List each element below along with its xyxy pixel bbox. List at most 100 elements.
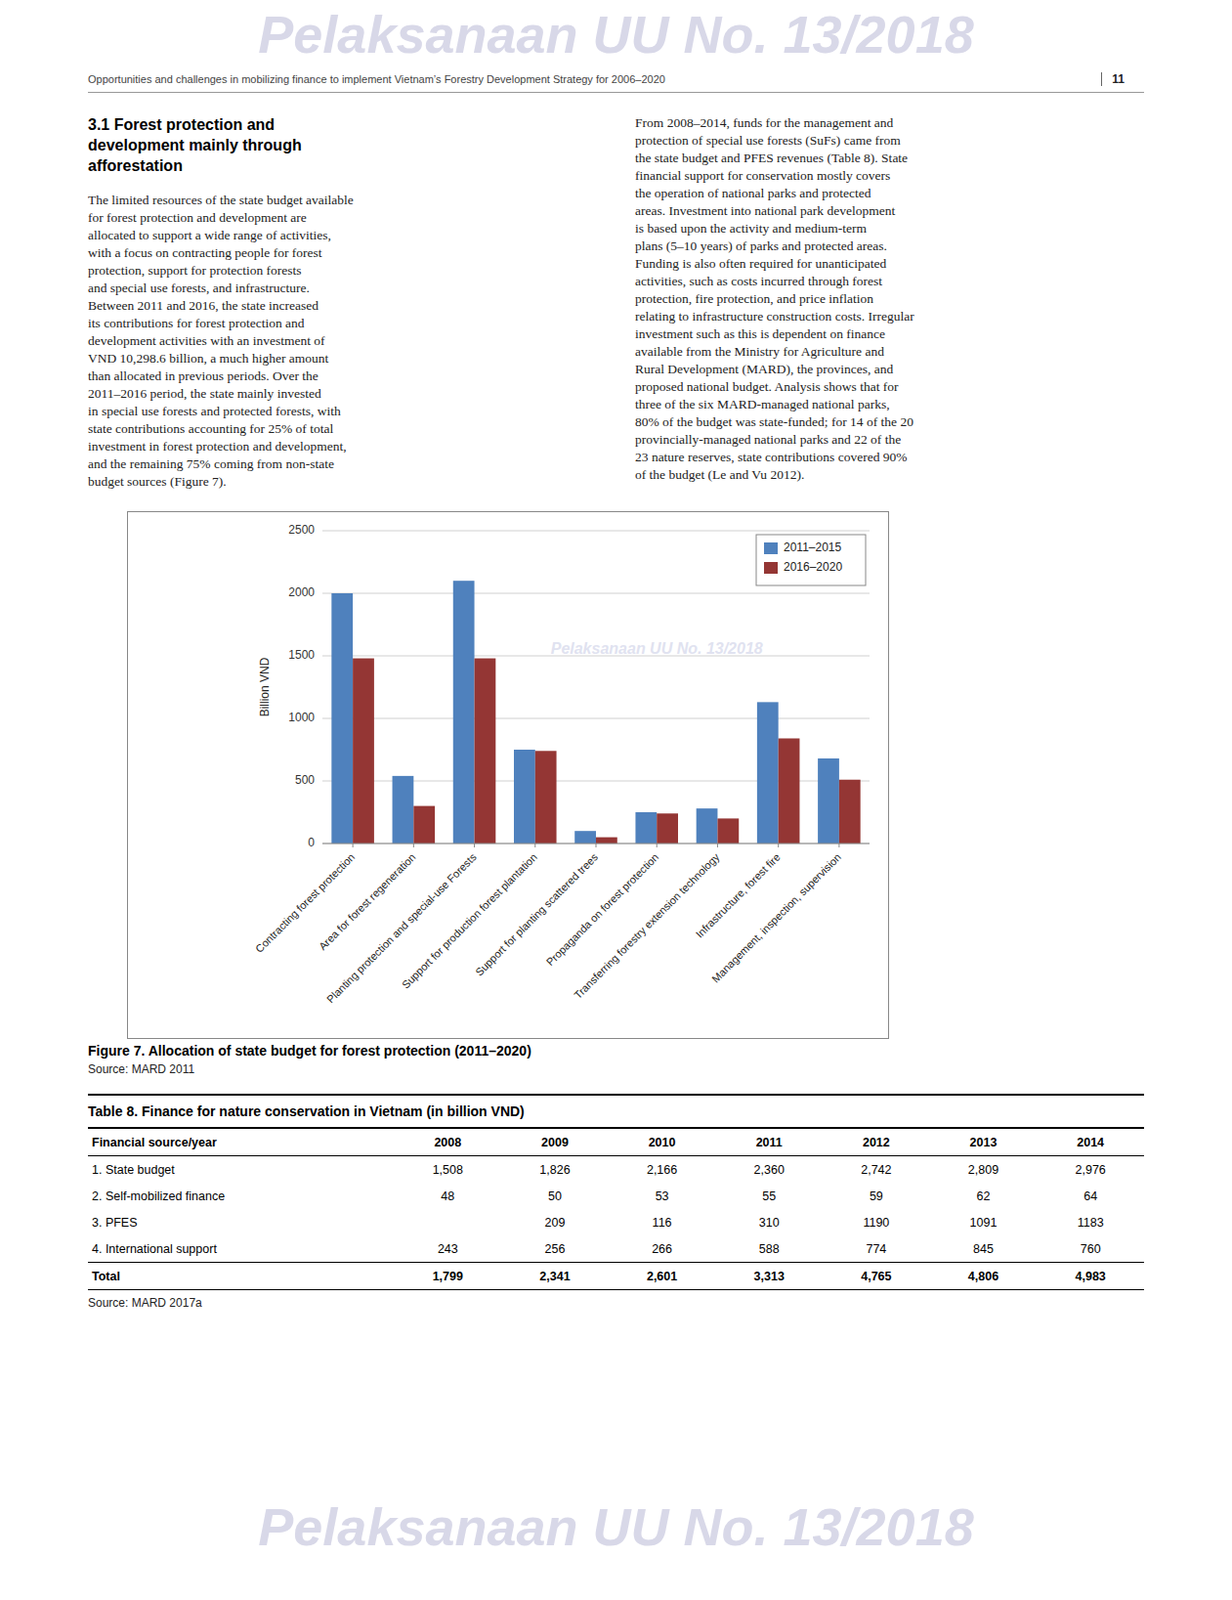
bar xyxy=(778,737,801,844)
body-line: 23 nature reserves, state contributions … xyxy=(635,448,1145,467)
bar xyxy=(595,837,618,844)
figure-caption-block: Figure 7. Allocation of state budget for… xyxy=(87,1042,1145,1076)
header: Opportunities and challenges in mobilizi… xyxy=(87,68,1145,93)
table-cell: 2,601 xyxy=(608,1262,717,1290)
y-tick-label: 0 xyxy=(307,835,315,850)
bar xyxy=(635,811,657,844)
body-line: The limited resources of the state budge… xyxy=(87,191,596,210)
table-row: 2. Self-mobilized finance48505355596264 xyxy=(87,1182,1145,1209)
body-line: protection, fire protection, and price i… xyxy=(635,290,1145,308)
table-cell: 3. PFES xyxy=(87,1208,394,1235)
table-source: Source: MARD 2017a xyxy=(87,1295,1145,1310)
figure-caption: Figure 7. Allocation of state budget for… xyxy=(87,1042,1145,1059)
body-line: for forest protection and development ar… xyxy=(87,209,596,227)
body-line: is based upon the activity and medium-te… xyxy=(635,219,1145,238)
y-tick-label: 2500 xyxy=(288,522,315,537)
table-cell: 209 xyxy=(501,1208,609,1235)
table-cell: 53 xyxy=(608,1182,717,1209)
y-tick-label: 1000 xyxy=(288,710,315,724)
x-tick-label: Support for planting scattered trees xyxy=(472,849,600,978)
header-divider xyxy=(1101,72,1103,86)
body-line: than allocated in previous periods. Over… xyxy=(87,367,596,385)
table-cell: 1,508 xyxy=(393,1155,502,1184)
bar xyxy=(513,749,536,844)
x-tick-label: Area for forest regeneration xyxy=(316,850,419,953)
body-line: the operation of national parks and prot… xyxy=(635,184,1145,203)
body-line: investment such as this is dependent on … xyxy=(635,325,1145,343)
body-line: financial support for conservation mostl… xyxy=(635,167,1145,185)
body-line: VND 10,298.6 billion, a much higher amou… xyxy=(87,349,596,368)
x-tick xyxy=(777,843,779,848)
legend-label: 2011–2015 xyxy=(783,540,843,554)
grid-line xyxy=(322,593,870,595)
right-column: From 2008–2014, funds for the management… xyxy=(595,114,1145,506)
body-line: 2011–2016 period, the state mainly inves… xyxy=(87,384,596,403)
x-tick xyxy=(413,843,415,848)
table-cell: 2,166 xyxy=(608,1155,717,1184)
table-cell: Total xyxy=(87,1262,394,1290)
section-title-line: 3.1 Forest protection and xyxy=(87,114,596,135)
footer: Pelaksanaan UU No. 13/2018 xyxy=(87,1491,1145,1561)
header-subtitle: Opportunities and challenges in mobilizi… xyxy=(87,73,1092,85)
table-body: 1. State budget1,5081,8262,1662,3602,742… xyxy=(87,1155,1145,1290)
bar xyxy=(453,580,475,844)
x-tick xyxy=(717,843,719,848)
body-line: available from the Ministry for Agricult… xyxy=(635,342,1145,361)
table-cell: 256 xyxy=(501,1234,609,1263)
body-line: Rural Development (MARD), the provinces,… xyxy=(635,360,1145,379)
bar xyxy=(474,658,497,844)
x-tick xyxy=(595,843,597,848)
footer-watermark: Pelaksanaan UU No. 13/2018 xyxy=(87,1491,1145,1561)
table-cell: 1183 xyxy=(1036,1208,1145,1235)
bar xyxy=(352,658,375,844)
table-header-cell: 2009 xyxy=(501,1127,609,1156)
bar xyxy=(574,830,596,844)
table-cell: 4,806 xyxy=(930,1262,1038,1290)
bar xyxy=(535,750,557,844)
table-cell: 845 xyxy=(930,1234,1038,1263)
x-tick xyxy=(473,843,475,848)
table-cell: 4,983 xyxy=(1036,1262,1145,1290)
bar xyxy=(413,806,435,844)
x-tick xyxy=(838,843,840,848)
table-cell: 1,826 xyxy=(501,1155,609,1184)
body-line: budget sources (Figure 7). xyxy=(87,472,596,491)
table-header-row: Financial source/year2008200920102011201… xyxy=(87,1127,1145,1156)
figure-source: Source: MARD 2011 xyxy=(87,1062,1145,1076)
table-cell: 1190 xyxy=(822,1208,931,1235)
bar xyxy=(392,775,415,844)
x-tick-label: Propaganda on forest protection xyxy=(544,850,662,969)
body-line: activities, such as costs incurred throu… xyxy=(635,272,1145,291)
table-cell: 55 xyxy=(715,1182,823,1209)
table-cell: 2,742 xyxy=(822,1155,931,1184)
bar xyxy=(757,701,779,844)
x-tick xyxy=(656,843,658,848)
section-title-line: afforestation xyxy=(87,155,596,176)
x-tick-label: Contracting forest protection xyxy=(253,850,357,955)
table-cell: 4,765 xyxy=(822,1262,931,1290)
table-row: 4. International support2432562665887748… xyxy=(87,1234,1145,1263)
section-title-line: development mainly through xyxy=(87,134,596,156)
table-header-cell: 2012 xyxy=(822,1127,931,1156)
body-line: with a focus on contracting people for f… xyxy=(87,244,596,262)
header-watermark: Pelaksanaan UU No. 13/2018 xyxy=(87,0,1145,69)
table-row: 1. State budget1,5081,8262,1662,3602,742… xyxy=(87,1155,1145,1184)
bars xyxy=(331,580,860,844)
table-header-cell: 2011 xyxy=(715,1127,823,1156)
bar xyxy=(817,758,840,844)
table-cell: 588 xyxy=(715,1234,823,1263)
body-line: state contributions accounting for 25% o… xyxy=(87,420,596,438)
text-columns: 3.1 Forest protection anddevelopment mai… xyxy=(87,114,1145,506)
y-tick-label: 500 xyxy=(295,772,315,787)
body-line: in special use forests and protected for… xyxy=(87,402,596,421)
table: Financial source/year2008200920102011201… xyxy=(87,1126,1145,1290)
table-header-cell: 2014 xyxy=(1036,1127,1145,1156)
table-cell: 310 xyxy=(715,1208,823,1235)
table-cell: 59 xyxy=(822,1182,931,1209)
body-line: Between 2011 and 2016, the state increas… xyxy=(87,297,596,315)
body-line: the state budget and PFES revenues (Tabl… xyxy=(635,149,1145,168)
section-title: 3.1 Forest protection anddevelopment mai… xyxy=(87,114,596,176)
page-number: 11 xyxy=(1111,72,1125,86)
table-cell: 48 xyxy=(393,1182,502,1209)
x-tick-label: Support for production forest plantation xyxy=(399,850,540,991)
